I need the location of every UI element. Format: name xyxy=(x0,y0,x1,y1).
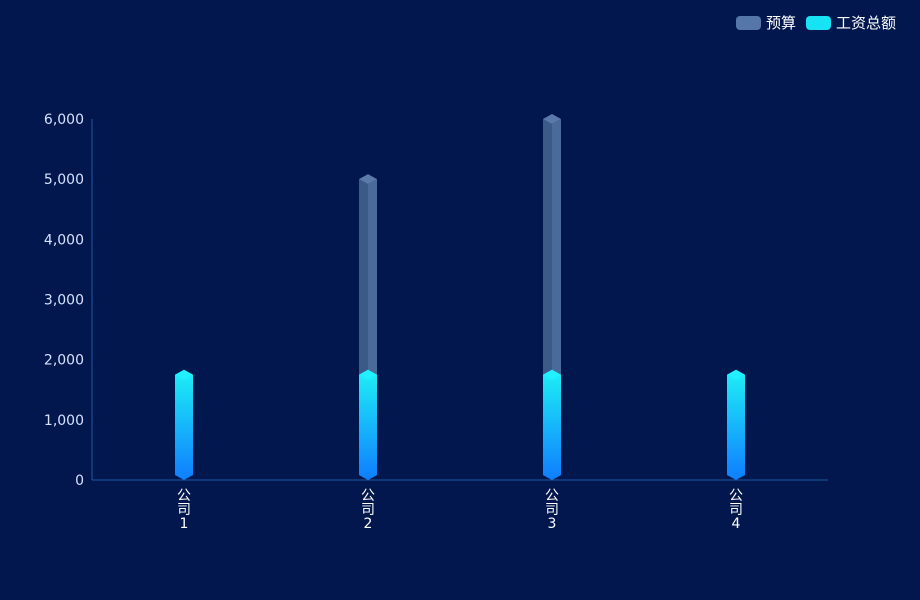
y-tick-label: 6,000 xyxy=(44,112,84,128)
legend-swatch-salary xyxy=(805,15,831,30)
x-category-label: 3 xyxy=(548,516,557,532)
x-category-label: 1 xyxy=(180,516,189,532)
x-category-label: 司 xyxy=(361,502,375,518)
legend-item-salary[interactable]: 工资总额 xyxy=(805,12,896,33)
x-category-label: 公 xyxy=(729,488,743,504)
budget-bar-top xyxy=(359,174,377,185)
x-category-label: 司 xyxy=(177,502,191,518)
y-tick-label: 5,000 xyxy=(44,172,84,188)
x-category-label: 公 xyxy=(177,488,191,504)
x-category-label: 司 xyxy=(729,502,743,518)
salary-bar-top xyxy=(543,369,561,380)
salary-bar xyxy=(727,369,745,480)
y-tick-label: 2,000 xyxy=(44,353,84,369)
salary-bar xyxy=(543,369,561,480)
x-category-label: 司 xyxy=(545,502,559,518)
legend-label-budget: 预算 xyxy=(765,14,796,32)
y-tick-label: 4,000 xyxy=(44,232,84,248)
salary-bar-top xyxy=(727,369,745,380)
budget-bar-top xyxy=(543,114,561,124)
y-tick-label: 0 xyxy=(75,473,84,489)
salary-bar xyxy=(359,369,377,480)
axes xyxy=(91,119,828,481)
legend: 预算 工资总额 xyxy=(735,12,896,33)
legend-item-budget[interactable]: 预算 xyxy=(735,12,796,33)
salary-bar-body xyxy=(175,369,193,480)
bars xyxy=(175,114,745,480)
y-tick-label: 3,000 xyxy=(44,293,84,309)
salary-bar-body xyxy=(543,369,561,480)
salary-bar-top xyxy=(359,369,377,380)
legend-label-salary: 工资总额 xyxy=(835,14,896,32)
salary-bar-body xyxy=(727,369,745,480)
x-category-label: 4 xyxy=(732,516,741,532)
y-tick-label: 1,000 xyxy=(44,413,84,429)
salary-bar-body xyxy=(359,369,377,480)
salary-bar xyxy=(175,369,193,480)
x-category-label: 2 xyxy=(364,516,373,532)
legend-swatch-budget xyxy=(735,15,761,30)
x-category-label: 公 xyxy=(545,488,559,504)
axis-labels: 01,0002,0003,0004,0005,0006,000公司1公司2公司3… xyxy=(44,112,743,532)
x-category-label: 公 xyxy=(361,488,375,504)
salary-bar-top xyxy=(175,369,193,380)
